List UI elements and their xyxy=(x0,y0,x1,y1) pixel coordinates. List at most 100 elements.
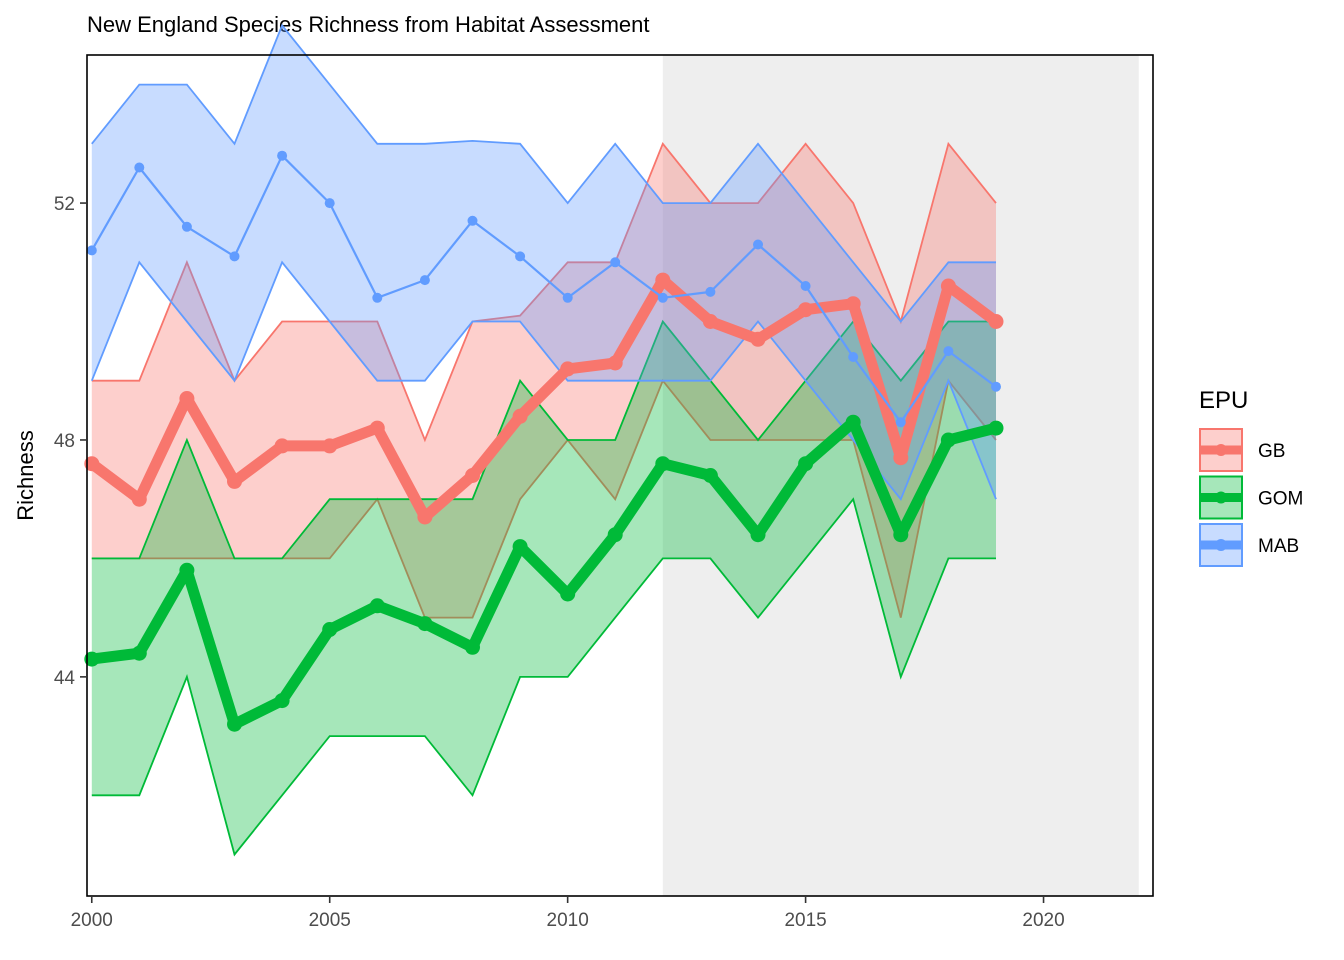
gom-confidence-band xyxy=(91,321,997,855)
plot-border xyxy=(86,54,1154,897)
gom-data-point xyxy=(893,527,909,543)
gom-data-point xyxy=(131,645,147,661)
y-tick-label: 52 xyxy=(54,194,75,215)
mab-series-line xyxy=(90,154,998,424)
mab-data-point xyxy=(277,150,288,161)
legend-items: GB GOM MAB xyxy=(1199,428,1303,567)
gb-data-point xyxy=(702,314,718,329)
mab-data-point xyxy=(419,275,430,286)
gom-data-point xyxy=(655,456,671,472)
gom-data-point xyxy=(607,527,623,543)
mab-data-point xyxy=(753,239,763,250)
gb-data-point xyxy=(465,468,480,483)
gom-data-point xyxy=(798,456,814,472)
gom-data-point xyxy=(179,562,195,578)
mab-data-point xyxy=(86,245,97,256)
mab-data-point xyxy=(610,257,621,268)
gom-lower-bound-line xyxy=(91,497,996,857)
gb-data-point xyxy=(274,438,290,454)
x-axis: 2000 2005 2010 2015 2020 xyxy=(71,896,1065,931)
gb-data-point xyxy=(179,391,195,406)
gb-upper-bound-line xyxy=(91,141,997,443)
y-tick-label: 44 xyxy=(54,668,76,689)
y-axis-title: Richness xyxy=(13,430,38,520)
gom-data-point xyxy=(274,693,290,709)
gom-data-point xyxy=(560,586,576,602)
chart-title: New England Species Richness from Habita… xyxy=(87,12,649,37)
legend-item-gb: GB xyxy=(1199,428,1285,472)
gb-data-point xyxy=(845,296,861,312)
gom-upper-bound-line xyxy=(91,319,996,560)
legend-title: EPU xyxy=(1199,387,1248,414)
gb-data-point xyxy=(322,438,338,454)
series-points xyxy=(84,150,1004,732)
y-tick-label: 48 xyxy=(54,431,75,452)
legend-label: GOM xyxy=(1258,489,1303,510)
confidence-bands xyxy=(90,23,997,857)
mab-data-point xyxy=(943,346,954,357)
mab-data-point xyxy=(134,162,145,173)
gom-data-point xyxy=(750,527,766,543)
recent-period-shading xyxy=(662,55,1139,896)
gb-data-point xyxy=(988,314,1004,329)
y-axis: 44 48 52 xyxy=(54,194,87,689)
gb-data-point xyxy=(560,361,576,377)
gom-data-point xyxy=(465,639,480,655)
x-tick-label: 2005 xyxy=(309,910,351,931)
legend-label: MAB xyxy=(1258,536,1299,557)
legend-key-point xyxy=(1215,444,1227,456)
mab-data-point xyxy=(657,292,668,303)
gom-data-point xyxy=(322,622,338,637)
gb-data-point xyxy=(227,473,242,489)
gom-series-line xyxy=(86,416,1002,730)
x-tick-label: 2015 xyxy=(784,910,826,931)
mab-data-point xyxy=(372,292,383,303)
gom-data-point xyxy=(940,432,956,448)
gb-data-point xyxy=(607,355,623,371)
mab-confidence-band xyxy=(91,25,997,500)
legend: EPU GB GOM MAB xyxy=(1199,387,1303,567)
x-tick-label: 2010 xyxy=(547,910,589,931)
mab-data-point xyxy=(848,352,859,362)
gb-data-point xyxy=(798,302,814,318)
gb-series-line xyxy=(86,274,1002,523)
mab-data-point xyxy=(991,381,1001,392)
gom-data-point xyxy=(512,539,528,555)
mab-data-point xyxy=(895,417,906,428)
x-tick-label: 2020 xyxy=(1022,910,1064,931)
gb-confidence-band xyxy=(91,143,997,618)
gb-data-point xyxy=(750,331,766,347)
mab-data-point xyxy=(562,292,573,303)
legend-label: GB xyxy=(1258,441,1285,462)
x-tick-label: 2000 xyxy=(71,910,113,931)
mab-data-point xyxy=(800,281,811,291)
gom-data-point xyxy=(988,420,1004,436)
gom-data-point xyxy=(227,716,242,732)
mab-data-point xyxy=(467,215,478,226)
mab-data-point xyxy=(181,221,192,232)
gb-data-point xyxy=(417,509,433,525)
series-lines xyxy=(86,154,1002,730)
legend-item-mab: MAB xyxy=(1199,523,1299,567)
gb-data-point xyxy=(512,408,528,424)
gom-data-point xyxy=(702,468,718,483)
gom-data-point xyxy=(84,651,100,667)
gb-data-point xyxy=(131,491,147,507)
gom-data-point xyxy=(417,616,433,632)
gb-data-point xyxy=(369,420,385,436)
gom-data-point xyxy=(369,598,385,614)
gom-data-point xyxy=(845,414,861,430)
gb-data-point xyxy=(893,450,909,466)
legend-key-point xyxy=(1215,491,1227,504)
mab-upper-bound-line xyxy=(91,23,996,323)
gb-data-point xyxy=(84,456,100,472)
mab-data-point xyxy=(324,198,335,209)
mab-data-point xyxy=(515,251,526,262)
mab-data-point xyxy=(705,286,716,297)
mab-data-point xyxy=(229,251,240,262)
gb-data-point xyxy=(940,278,956,294)
legend-key-point xyxy=(1215,539,1227,551)
gb-data-point xyxy=(655,272,671,288)
legend-item-gom: GOM xyxy=(1199,475,1303,520)
